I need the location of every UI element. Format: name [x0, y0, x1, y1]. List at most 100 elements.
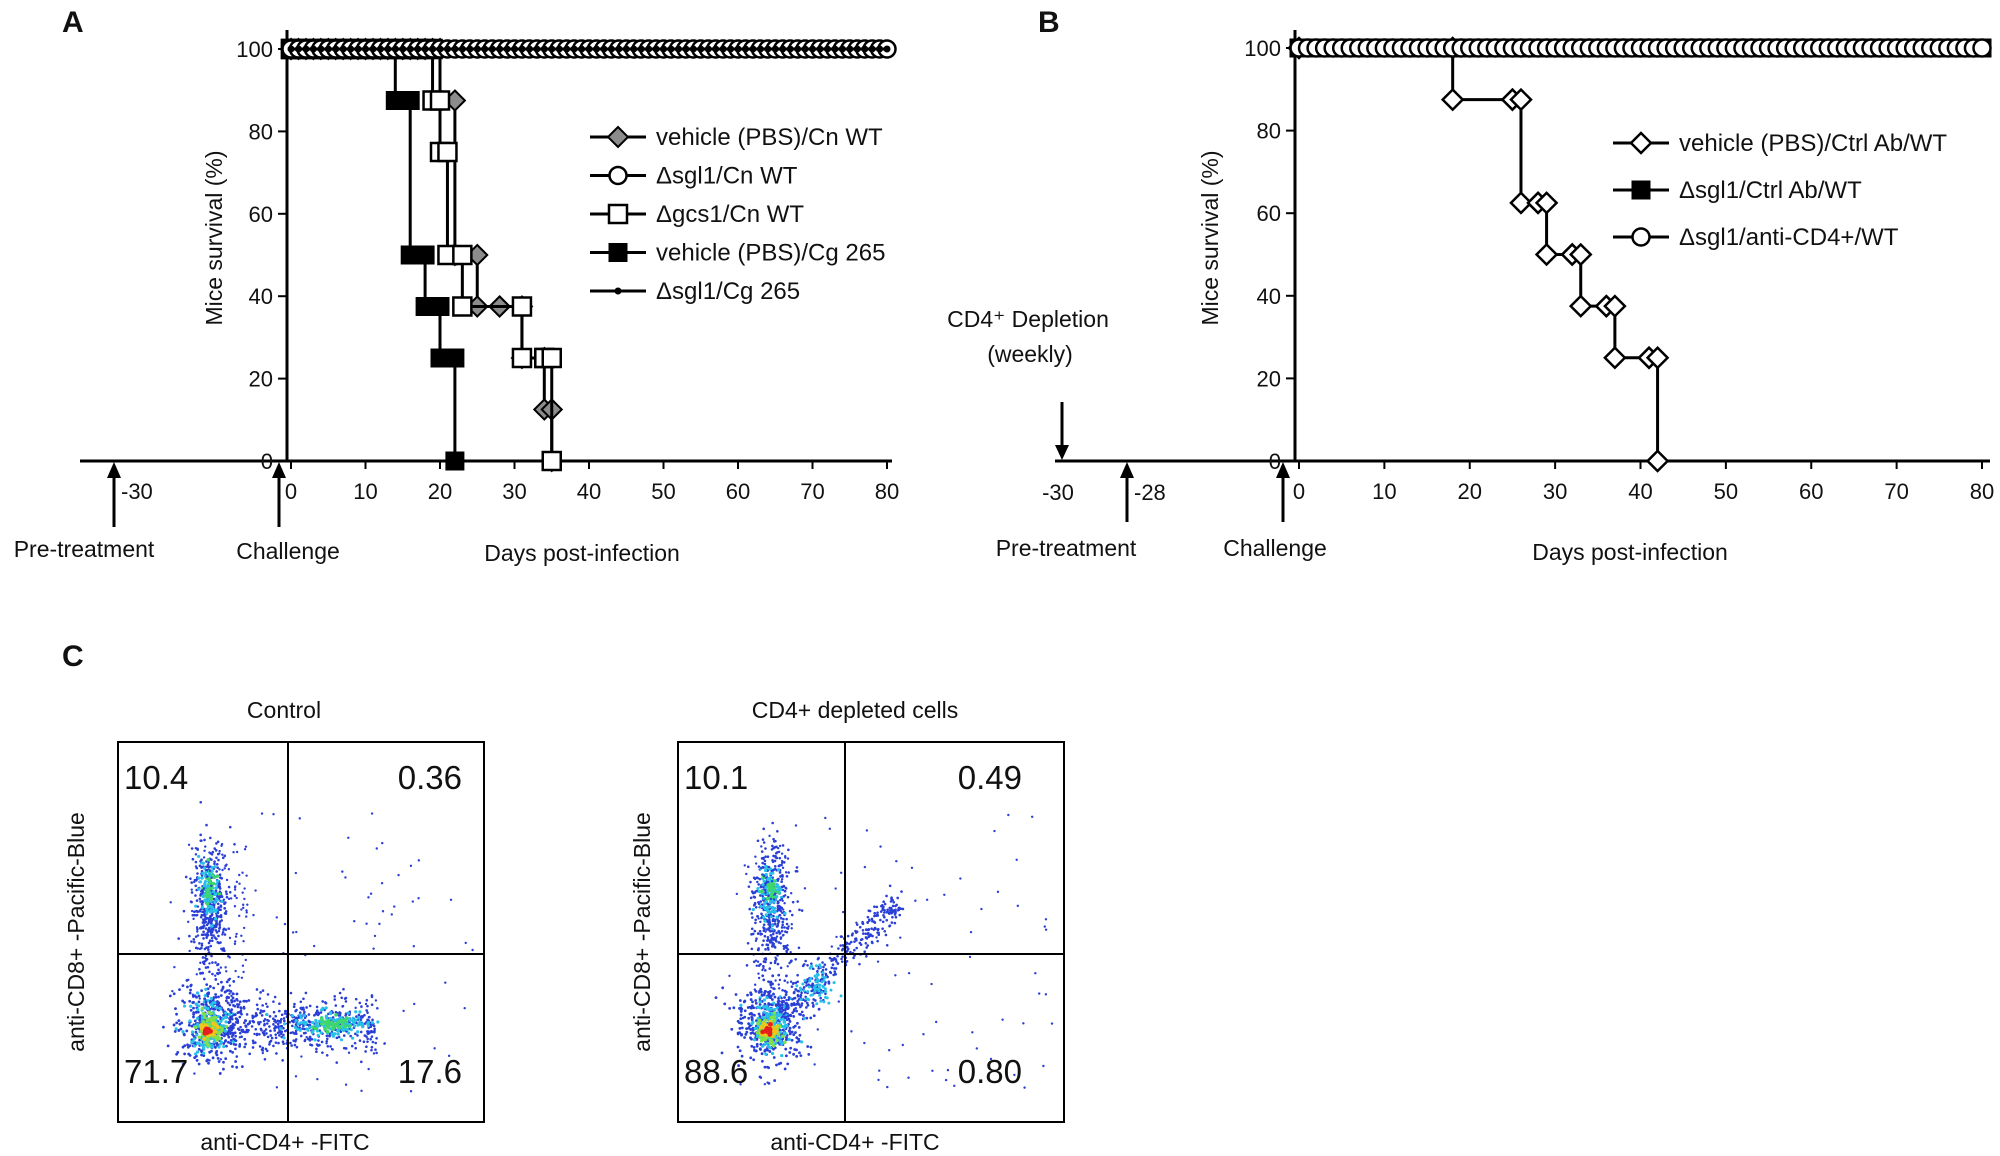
flow-event	[189, 1004, 193, 1008]
flow-plot-control-frame	[117, 741, 485, 1123]
flow-event	[190, 940, 193, 943]
flow-event	[343, 1024, 348, 1029]
flow-event	[767, 980, 770, 983]
flow-event	[205, 911, 209, 915]
flow-event	[340, 996, 343, 1000]
flow-event	[762, 966, 765, 970]
flow-event	[763, 927, 766, 930]
flow-event	[188, 1053, 192, 1057]
flow-event	[876, 939, 879, 943]
flow-event	[198, 897, 202, 901]
flow-event	[898, 913, 902, 917]
flow-event	[203, 1006, 208, 1010]
flow-event	[770, 924, 774, 928]
flow-event	[794, 824, 798, 827]
flow-event	[227, 1021, 231, 1025]
flow-event	[777, 1024, 782, 1029]
flow-event	[780, 1054, 784, 1058]
flow-event	[785, 999, 788, 1002]
panel-b-x-tick-label: 20	[1458, 479, 1482, 504]
flow-event	[242, 940, 245, 943]
flow-event	[803, 1016, 807, 1020]
flow-event	[850, 1030, 853, 1033]
flow-event	[278, 1009, 281, 1013]
flow-event	[888, 911, 891, 915]
flow-event	[233, 1004, 237, 1008]
flow-event	[892, 900, 896, 904]
flow-event	[274, 1026, 277, 1029]
flow-event	[242, 1005, 246, 1009]
flow-event	[763, 862, 767, 866]
flow-event	[895, 860, 898, 863]
flow-event	[201, 894, 205, 898]
panel-b-x-tick-label: 0	[1293, 479, 1305, 504]
flow-event	[211, 892, 214, 896]
panel-a-data-point	[541, 450, 562, 472]
flow-event	[786, 1003, 790, 1007]
flow-event	[204, 956, 207, 960]
flow-event	[781, 988, 784, 992]
flow-event	[245, 874, 248, 877]
flow-event	[186, 985, 189, 989]
flow-event	[202, 930, 205, 934]
flow-event	[217, 934, 220, 938]
flow-event	[778, 871, 782, 874]
flow-event	[774, 1029, 779, 1034]
flow-event	[348, 1024, 352, 1028]
flow-event	[205, 936, 208, 939]
flow-event	[203, 994, 207, 998]
flow-event	[907, 971, 911, 975]
flow-event	[832, 981, 836, 985]
flow-event	[195, 926, 199, 929]
flow-event	[250, 1025, 254, 1028]
flow-event	[802, 989, 806, 993]
flow-event	[329, 1045, 332, 1048]
flow-event	[765, 996, 769, 1000]
flow-event	[293, 1025, 297, 1030]
flow-event	[352, 1024, 357, 1028]
flow-event	[771, 821, 774, 825]
flow-event	[822, 1000, 826, 1004]
flow-event	[212, 1040, 217, 1044]
flow-event	[762, 866, 765, 869]
flow-event	[215, 874, 219, 879]
flow-event	[291, 1024, 294, 1028]
flow-event	[757, 976, 761, 980]
flow-event	[262, 1032, 266, 1036]
flow-event	[325, 1034, 329, 1038]
flow-event	[372, 1052, 376, 1055]
flow-event	[885, 918, 889, 922]
flow-event	[792, 1014, 796, 1018]
flow-event	[370, 1021, 374, 1025]
flow-event	[778, 913, 782, 917]
flow-event	[178, 988, 181, 992]
flow-event	[319, 1011, 323, 1014]
flow-event	[168, 994, 172, 998]
flow-event	[224, 1057, 228, 1061]
flow-event	[218, 849, 221, 853]
flow-event	[882, 905, 885, 909]
flow-event	[207, 1061, 210, 1065]
flow-event	[199, 915, 203, 919]
flow-event	[883, 911, 886, 914]
flow-event	[753, 983, 757, 986]
flow-event	[796, 993, 800, 997]
flow-event	[824, 989, 828, 993]
flow-event	[320, 1017, 324, 1022]
flow-event	[324, 1006, 328, 1010]
flow-event	[796, 900, 799, 903]
panel-a-legend-marker	[608, 243, 628, 262]
flow-event	[855, 946, 858, 950]
flow-event	[349, 1034, 352, 1038]
flow-plot-depleted-title: CD4+ depleted cells	[752, 697, 958, 723]
flow-event	[761, 895, 764, 898]
flow-event	[214, 995, 218, 999]
flow-event	[754, 862, 758, 865]
flow-event	[768, 1046, 772, 1050]
flow-event	[182, 1033, 186, 1037]
flow-event	[227, 1040, 230, 1044]
flow-event	[781, 1034, 785, 1038]
flow-event	[166, 1044, 170, 1048]
flow-event	[218, 873, 222, 877]
flow-event	[758, 1003, 762, 1006]
